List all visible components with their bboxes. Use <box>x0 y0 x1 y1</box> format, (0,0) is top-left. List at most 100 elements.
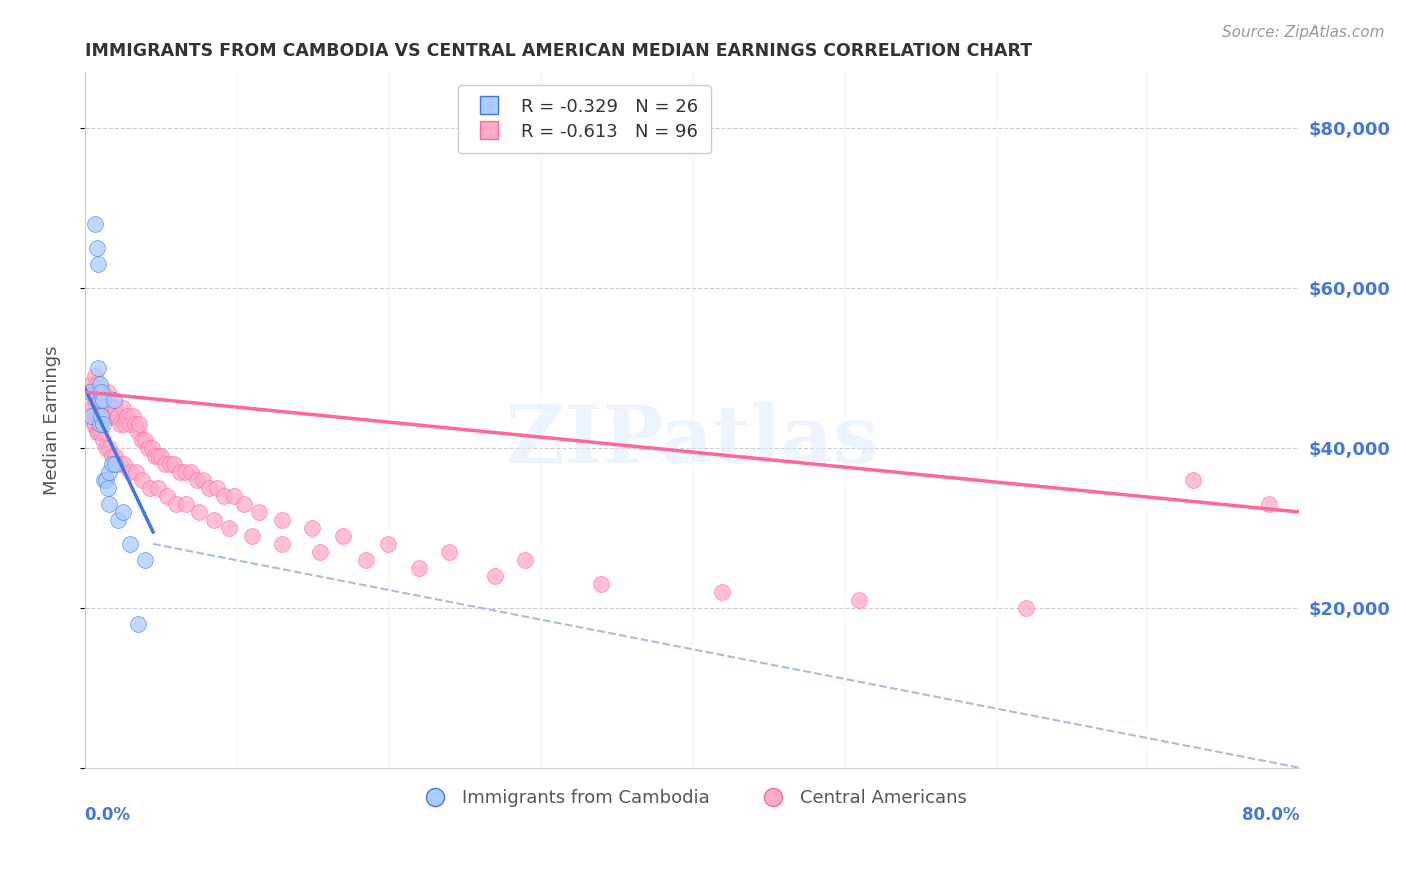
Point <box>163 457 186 471</box>
Point <box>202 513 225 527</box>
Point <box>186 473 208 487</box>
Point <box>115 409 138 423</box>
Point <box>89 417 111 431</box>
Point <box>101 401 124 415</box>
Point <box>377 537 399 551</box>
Point <box>143 449 166 463</box>
Point <box>408 561 430 575</box>
Point <box>82 385 104 400</box>
Point <box>84 217 107 231</box>
Point <box>93 473 115 487</box>
Legend: Immigrants from Cambodia, Central Americans: Immigrants from Cambodia, Central Americ… <box>409 782 974 814</box>
Text: Source: ZipAtlas.com: Source: ZipAtlas.com <box>1222 25 1385 40</box>
Point <box>180 465 202 479</box>
Point <box>96 385 118 400</box>
Point <box>104 449 127 463</box>
Point <box>86 425 108 439</box>
Point <box>100 409 122 423</box>
Point <box>111 505 134 519</box>
Point <box>159 457 181 471</box>
Point <box>513 553 536 567</box>
Point <box>91 385 114 400</box>
Point <box>94 473 117 487</box>
Point <box>156 489 179 503</box>
Point <box>107 513 129 527</box>
Point <box>87 409 110 423</box>
Point <box>82 401 104 415</box>
Point <box>86 241 108 255</box>
Point <box>108 457 131 471</box>
Point <box>120 465 142 479</box>
Point <box>711 585 734 599</box>
Point <box>214 489 236 503</box>
Point <box>120 537 142 551</box>
Point <box>94 393 117 408</box>
Point <box>91 433 114 447</box>
Point <box>83 385 105 400</box>
Point <box>89 417 111 431</box>
Point <box>309 545 332 559</box>
Point <box>848 593 870 607</box>
Point <box>84 417 107 431</box>
Point <box>437 545 460 559</box>
Point <box>187 505 209 519</box>
Point <box>87 257 110 271</box>
Text: 0.0%: 0.0% <box>84 806 131 824</box>
Point <box>84 393 107 408</box>
Point <box>112 417 135 431</box>
Point <box>89 393 111 408</box>
Point <box>101 449 124 463</box>
Point <box>112 457 135 471</box>
Point <box>86 377 108 392</box>
Point <box>131 473 153 487</box>
Point <box>138 441 160 455</box>
Point <box>165 497 187 511</box>
Point <box>80 409 103 423</box>
Point <box>90 385 112 400</box>
Point <box>1257 497 1279 511</box>
Point <box>146 481 169 495</box>
Point <box>332 529 354 543</box>
Point <box>82 409 104 423</box>
Point <box>139 481 162 495</box>
Point <box>198 481 221 495</box>
Y-axis label: Median Earnings: Median Earnings <box>44 345 60 495</box>
Point <box>153 457 176 471</box>
Point <box>1015 600 1038 615</box>
Point <box>108 417 131 431</box>
Point <box>104 401 127 415</box>
Point <box>89 377 111 392</box>
Point <box>91 417 114 431</box>
Point <box>141 441 163 455</box>
Point <box>222 489 245 503</box>
Point <box>149 449 172 463</box>
Point <box>79 385 101 400</box>
Point <box>589 577 612 591</box>
Point <box>174 465 197 479</box>
Point <box>233 497 256 511</box>
Point <box>94 441 117 455</box>
Point <box>134 433 156 447</box>
Point <box>90 393 112 408</box>
Point <box>271 537 294 551</box>
Point <box>101 457 124 471</box>
Point <box>131 433 153 447</box>
Point <box>98 441 121 455</box>
Point <box>87 425 110 439</box>
Point <box>83 417 105 431</box>
Point <box>87 361 110 376</box>
Point <box>80 377 103 392</box>
Point <box>91 393 114 408</box>
Text: IMMIGRANTS FROM CAMBODIA VS CENTRAL AMERICAN MEDIAN EARNINGS CORRELATION CHART: IMMIGRANTS FROM CAMBODIA VS CENTRAL AMER… <box>84 42 1032 60</box>
Point <box>240 529 263 543</box>
Point <box>103 393 125 408</box>
Point <box>122 409 145 423</box>
Point <box>98 465 121 479</box>
Point <box>176 497 198 511</box>
Point <box>107 409 129 423</box>
Point <box>89 385 111 400</box>
Point <box>89 425 111 439</box>
Point <box>218 521 240 535</box>
Point <box>191 473 214 487</box>
Point <box>90 409 112 423</box>
